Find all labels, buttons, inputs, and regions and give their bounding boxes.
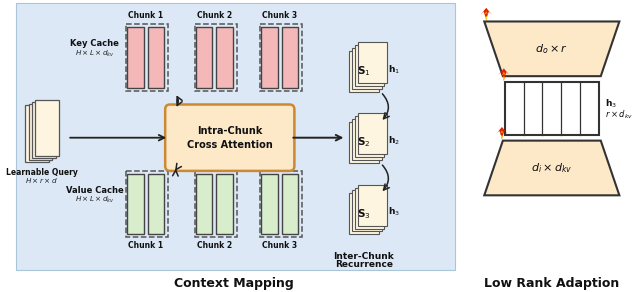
Text: Learnable Query: Learnable Query (6, 168, 78, 177)
Bar (216, 27, 233, 88)
Bar (282, 27, 298, 88)
Bar (349, 51, 379, 92)
Text: $\mathbf{S}_1$: $\mathbf{S}_1$ (357, 65, 371, 78)
Bar (355, 187, 385, 229)
Polygon shape (485, 15, 487, 20)
Text: $H \times r \times d$: $H \times r \times d$ (26, 176, 58, 185)
Bar (29, 104, 52, 160)
Text: $\mathbf{h}_3$: $\mathbf{h}_3$ (388, 206, 401, 218)
Polygon shape (496, 127, 508, 140)
Text: Chunk 2: Chunk 2 (196, 11, 232, 20)
Bar (196, 174, 212, 234)
Bar (355, 45, 385, 86)
Polygon shape (498, 68, 509, 81)
Text: $H \times L \times d_{kv}$: $H \times L \times d_{kv}$ (75, 48, 115, 59)
Bar (261, 174, 278, 234)
Text: Chunk 3: Chunk 3 (262, 11, 297, 20)
Bar (352, 190, 381, 232)
Bar (261, 27, 278, 88)
Text: Key Cache: Key Cache (70, 39, 119, 48)
Bar (349, 193, 379, 234)
Polygon shape (484, 141, 620, 195)
Text: Recurrence: Recurrence (335, 260, 393, 269)
Bar (148, 27, 164, 88)
Text: Chunk 3: Chunk 3 (262, 241, 297, 250)
Bar (32, 102, 56, 158)
Bar (282, 174, 298, 234)
Bar (358, 113, 387, 154)
Polygon shape (484, 22, 620, 76)
Text: $\mathbf{h}_3$: $\mathbf{h}_3$ (605, 97, 617, 110)
Bar (126, 25, 168, 91)
Polygon shape (501, 135, 503, 139)
Bar (352, 119, 381, 160)
Bar (216, 174, 233, 234)
Text: Chunk 1: Chunk 1 (128, 11, 163, 20)
Bar (25, 105, 49, 162)
Bar (352, 48, 381, 89)
Polygon shape (502, 72, 506, 75)
Text: Cross Attention: Cross Attention (187, 140, 273, 150)
Bar (127, 27, 143, 88)
Text: $\mathbf{S}_2$: $\mathbf{S}_2$ (357, 136, 371, 150)
Bar (127, 174, 143, 234)
Bar (148, 174, 164, 234)
Text: $\mathbf{S}_3$: $\mathbf{S}_3$ (357, 207, 371, 221)
Bar (126, 171, 168, 237)
Bar (195, 171, 237, 237)
Bar (355, 116, 385, 157)
Bar (358, 42, 387, 83)
Bar (35, 100, 59, 156)
Text: $d_i \times d_{kv}$: $d_i \times d_{kv}$ (531, 161, 573, 175)
Text: $\mathbf{h}_2$: $\mathbf{h}_2$ (388, 134, 400, 147)
Text: Context Mapping: Context Mapping (174, 277, 294, 290)
Bar (358, 185, 387, 226)
Bar (505, 82, 599, 135)
Polygon shape (484, 11, 488, 15)
Polygon shape (503, 76, 505, 80)
Text: $\mathbf{h}_1$: $\mathbf{h}_1$ (388, 63, 401, 76)
Text: $H \times L \times d_{kv}$: $H \times L \times d_{kv}$ (75, 195, 115, 205)
Bar (260, 171, 302, 237)
Text: Low Rank Adaption: Low Rank Adaption (484, 277, 620, 290)
Text: Chunk 1: Chunk 1 (128, 241, 163, 250)
FancyBboxPatch shape (165, 105, 294, 171)
Bar (196, 27, 212, 88)
Text: Intra-Chunk: Intra-Chunk (197, 126, 262, 136)
Text: Chunk 2: Chunk 2 (196, 241, 232, 250)
Bar (260, 25, 302, 91)
Bar (349, 122, 379, 163)
Bar (17, 3, 455, 270)
Text: Inter-Chunk: Inter-Chunk (333, 252, 394, 261)
Text: Value Cache: Value Cache (66, 186, 124, 195)
Text: $d_o \times r$: $d_o \times r$ (535, 42, 568, 56)
Text: $r \times d_{kv}$: $r \times d_{kv}$ (605, 109, 633, 121)
Polygon shape (500, 130, 504, 134)
Polygon shape (481, 8, 492, 20)
Bar (195, 25, 237, 91)
